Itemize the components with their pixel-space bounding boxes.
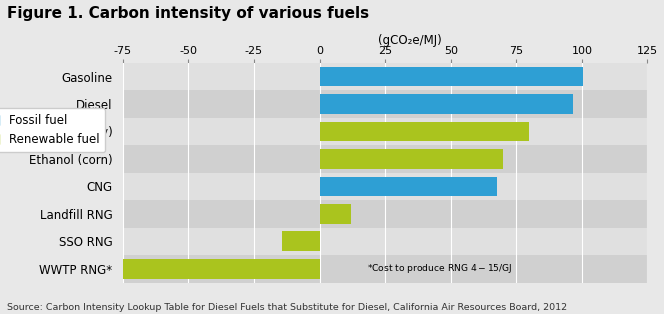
Text: *Cost to produce RNG $4-$15/GJ: *Cost to produce RNG $4-$15/GJ xyxy=(367,263,513,275)
Bar xyxy=(123,63,647,90)
Bar xyxy=(123,228,647,255)
Bar xyxy=(123,173,647,200)
Bar xyxy=(123,255,647,283)
Bar xyxy=(123,200,647,228)
Bar xyxy=(319,94,572,114)
Bar xyxy=(282,231,319,251)
Legend: Fossil fuel, Renewable fuel: Fossil fuel, Renewable fuel xyxy=(0,108,106,152)
Bar xyxy=(123,145,647,173)
Bar xyxy=(123,118,647,145)
Bar xyxy=(319,67,583,86)
Text: (gCO₂e/MJ): (gCO₂e/MJ) xyxy=(378,35,442,47)
Text: Source: Carbon Intensity Lookup Table for Diesel Fuels that Substitute for Diese: Source: Carbon Intensity Lookup Table fo… xyxy=(7,303,567,312)
Bar xyxy=(319,149,503,169)
Bar xyxy=(123,259,319,279)
Bar xyxy=(319,204,351,224)
Bar xyxy=(319,176,497,196)
Bar xyxy=(319,122,529,141)
Bar xyxy=(123,90,647,118)
Text: Figure 1. Carbon intensity of various fuels: Figure 1. Carbon intensity of various fu… xyxy=(7,6,369,21)
